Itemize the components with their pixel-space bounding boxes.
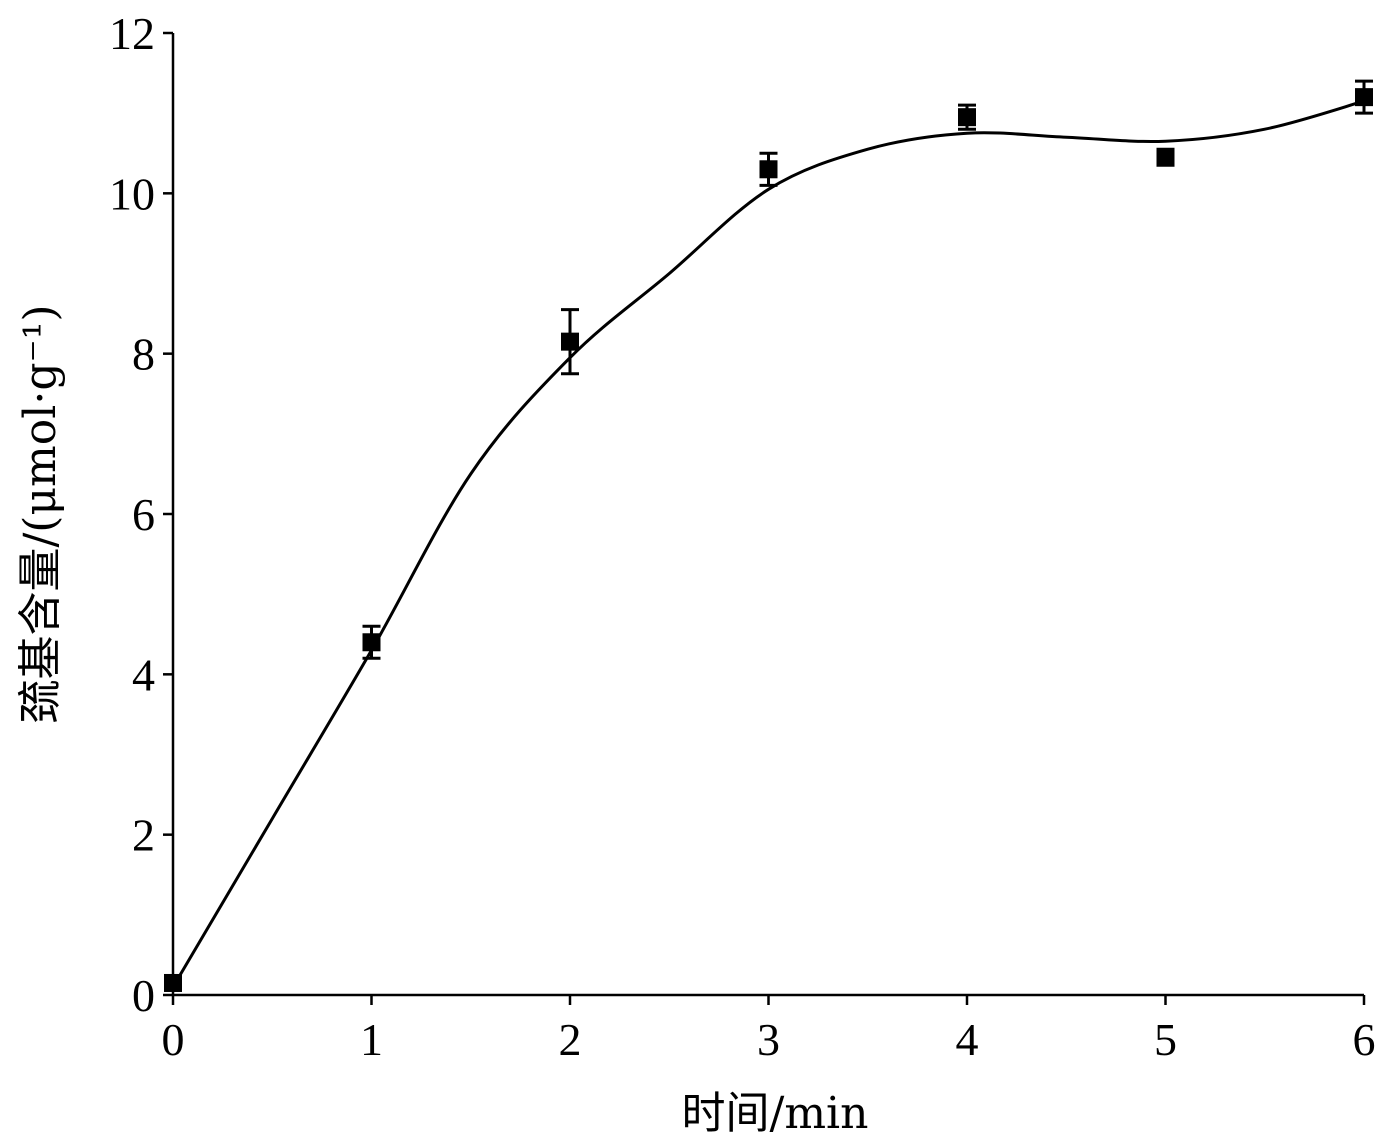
square-marker (1355, 88, 1373, 107)
data-point (362, 624, 381, 660)
data-point (1355, 79, 1373, 115)
y-tick-label: 6 (132, 489, 155, 540)
data-point (958, 103, 976, 131)
data-point (759, 151, 778, 187)
square-marker (362, 633, 381, 652)
x-tick-label: 0 (162, 1014, 185, 1065)
x-tick-label: 5 (1154, 1014, 1177, 1065)
y-tick-label: 12 (109, 8, 155, 59)
y-tick-label: 10 (109, 168, 155, 219)
y-axis-title: 巯基含量/(μmol·g⁻¹) (15, 304, 66, 723)
x-tick-label: 3 (757, 1014, 780, 1065)
square-marker (164, 973, 182, 992)
data-points (164, 79, 1373, 992)
square-marker (958, 108, 976, 127)
x-ticks: 0 1 2 3 4 5 6 (162, 995, 1376, 1065)
x-tick-label: 1 (360, 1014, 383, 1065)
x-tick-label: 4 (956, 1014, 979, 1065)
square-marker (759, 160, 778, 179)
fit-curve (171, 99, 1365, 988)
y-tick-label: 0 (132, 970, 155, 1021)
y-tick-label: 4 (132, 649, 155, 700)
y-tick-label: 2 (132, 810, 155, 861)
data-point (561, 308, 579, 376)
data-point (1156, 147, 1175, 167)
y-tick-label: 8 (132, 329, 155, 380)
x-tick-label: 6 (1353, 1014, 1376, 1065)
y-ticks: 0 2 4 6 8 10 12 (109, 8, 173, 1021)
square-marker (1156, 148, 1175, 167)
square-marker (561, 332, 579, 351)
x-tick-label: 2 (559, 1014, 582, 1065)
x-axis-title: 时间/min (682, 1088, 869, 1139)
data-point (164, 973, 182, 992)
